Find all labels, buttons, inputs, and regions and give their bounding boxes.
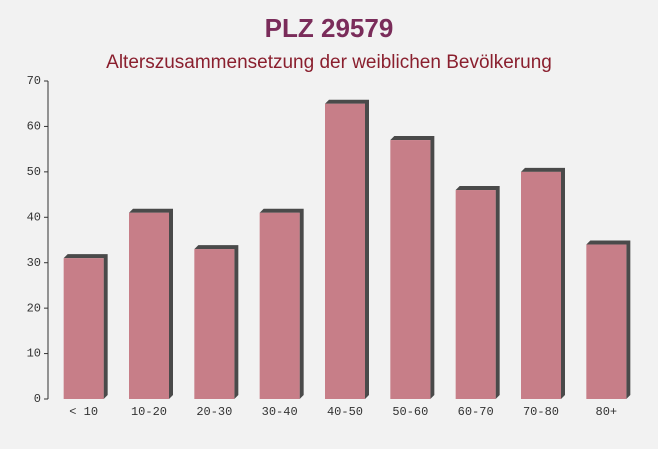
bar <box>586 244 627 399</box>
y-tick-label: 70 <box>27 74 41 88</box>
y-tick-label: 30 <box>27 256 41 270</box>
bar <box>325 103 365 399</box>
chart-subtitle: Alterszusammensetzung der weiblichen Bev… <box>106 52 552 73</box>
bar <box>455 190 496 399</box>
x-tick-label: 80+ <box>596 405 618 419</box>
x-tick-label: 40-50 <box>327 405 363 419</box>
bar <box>521 171 561 399</box>
x-tick-label: < 10 <box>69 405 98 419</box>
bar <box>259 212 300 399</box>
x-tick-label: 30-40 <box>262 405 298 419</box>
y-tick-label: 60 <box>27 120 41 134</box>
bar <box>194 249 235 399</box>
y-tick-label: 0 <box>34 392 41 406</box>
bar <box>129 212 169 399</box>
x-tick-label: 60-70 <box>458 405 494 419</box>
chart-title: PLZ 29579 <box>265 13 394 43</box>
y-tick-label: 50 <box>27 165 41 179</box>
x-tick-label: 50-60 <box>392 405 428 419</box>
x-tick-label: 10-20 <box>131 405 167 419</box>
y-tick-label: 10 <box>27 347 41 361</box>
x-tick-label: 70-80 <box>523 405 559 419</box>
bar <box>63 258 104 399</box>
bar <box>390 140 431 400</box>
y-tick-label: 40 <box>27 210 41 224</box>
y-tick-label: 20 <box>27 301 41 315</box>
x-tick-label: 20-30 <box>196 405 232 419</box>
